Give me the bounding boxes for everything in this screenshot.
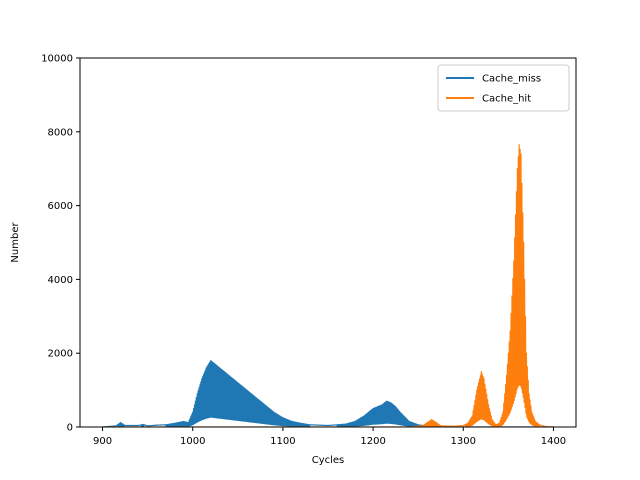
y-tick-label: 2000 [48,349,73,360]
y-tick-label: 8000 [48,127,73,138]
x-tick-label: 1200 [360,436,385,447]
y-axis: 0 2000 4000 6000 8000 10000 [41,54,80,434]
y-tick-label: 0 [67,423,73,434]
y-axis-label: Number [10,222,21,263]
y-tick-label: 10000 [41,54,73,65]
series-1-line [102,359,554,427]
x-axis: 900 1000 1100 1200 1300 1400 [93,427,566,447]
x-tick-label: 1100 [270,436,295,447]
legend-box [437,64,570,112]
legend: Cache_miss Cache_hit [437,64,570,112]
legend-label: Cache_hit [482,94,531,105]
x-tick-label: 1000 [180,436,205,447]
legend-label: Cache_miss [482,74,541,85]
axes-frame [79,57,577,428]
x-tick-label: 900 [93,436,112,447]
x-tick-label: 1400 [541,436,566,447]
x-tick-label: 1300 [451,436,476,447]
series-2-line [102,144,554,427]
y-tick-label: 6000 [48,201,73,212]
plot-area [79,57,577,428]
y-tick-label: 4000 [48,275,73,286]
x-axis-label: Cycles [312,455,345,466]
series-layer [102,144,554,427]
